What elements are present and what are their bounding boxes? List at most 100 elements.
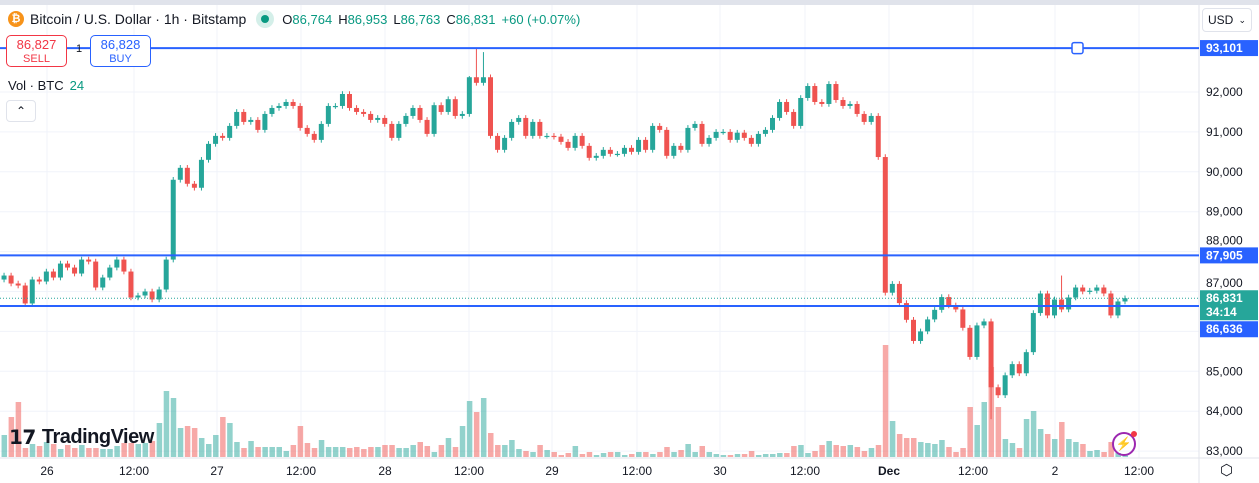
candle-body	[459, 113, 465, 116]
currency-value: USD	[1208, 13, 1234, 27]
candle	[1009, 361, 1015, 379]
candle	[325, 103, 331, 127]
tradingview-logo[interactable]: 𝟭𝟳 TradingView	[9, 425, 154, 450]
volume-bar	[1108, 442, 1114, 457]
candle-body	[375, 117, 381, 120]
candle-body	[833, 84, 839, 100]
candle-body	[967, 327, 973, 357]
volume-bar	[798, 445, 804, 457]
volume-bar	[523, 451, 529, 457]
candle	[241, 109, 247, 125]
collapse-legend-button[interactable]: ⌃	[6, 100, 36, 122]
time-tick-label: 28	[378, 464, 392, 478]
candle	[368, 111, 374, 123]
candle	[911, 317, 916, 344]
candle-body	[1037, 293, 1043, 314]
candle-body	[1044, 293, 1050, 316]
candle-body	[93, 261, 99, 288]
volume-bar	[424, 446, 431, 457]
candle	[621, 145, 627, 157]
symbol-title[interactable]: Bitcoin / U.S. Dollar · 1h · Bitstamp	[30, 11, 247, 27]
candle-body	[840, 99, 846, 106]
line-drag-handle[interactable]	[1071, 41, 1084, 55]
candle-body	[974, 325, 980, 357]
volume-bar	[347, 448, 353, 457]
candle-body	[1080, 287, 1086, 292]
candle	[650, 123, 656, 153]
candle	[502, 135, 508, 153]
candle	[1030, 310, 1036, 355]
candle	[748, 135, 754, 147]
volume-legend[interactable]: Vol · BTC 24	[8, 78, 84, 93]
volume-bar	[896, 434, 903, 457]
volume-bar	[227, 423, 233, 457]
candle-body	[241, 111, 247, 122]
candle-body	[981, 321, 987, 326]
volume-bar	[748, 451, 755, 457]
candle	[304, 125, 310, 137]
candle-body	[643, 139, 649, 150]
candle	[741, 129, 747, 141]
candle	[565, 139, 571, 151]
sell-button[interactable]: 86,827 SELL	[6, 35, 67, 67]
candle-body	[8, 275, 14, 284]
candle-body	[438, 105, 444, 112]
market-open-dot-icon[interactable]	[256, 10, 275, 28]
candle	[135, 292, 141, 301]
candle-body	[614, 153, 620, 156]
chart-settings-icon[interactable]: ⬡	[1220, 462, 1234, 479]
low-value: 86,763	[400, 11, 441, 27]
price-tick-label: 90,000	[1206, 165, 1243, 179]
assistant-lightning-icon[interactable]: ⚡	[1112, 431, 1137, 456]
candle-body	[1066, 297, 1072, 310]
volume-bar	[191, 428, 198, 457]
volume-bar	[438, 445, 445, 457]
candle	[1073, 284, 1079, 301]
candle	[988, 318, 994, 420]
candle	[798, 95, 804, 129]
candle-body	[509, 121, 515, 138]
volume-bar	[121, 443, 127, 457]
candle	[452, 96, 458, 119]
volume-bar	[727, 455, 734, 457]
volume-bar	[262, 447, 268, 457]
volume-bar	[939, 440, 945, 457]
line-price-tag: 86,636	[1200, 321, 1258, 338]
candle-body	[311, 133, 317, 140]
top-border	[0, 0, 1259, 5]
currency-select[interactable]: USD ⌄	[1202, 8, 1252, 32]
open-label: O	[282, 11, 293, 27]
volume-bar	[805, 453, 811, 457]
chevron-down-icon: ⌄	[1238, 14, 1246, 25]
candle-body	[861, 113, 867, 122]
volume-bar	[671, 452, 677, 457]
volume-bar	[593, 455, 600, 457]
candle-body	[671, 145, 677, 156]
candle	[784, 99, 790, 115]
candle	[1016, 361, 1022, 377]
candle	[177, 165, 183, 183]
order-quantity[interactable]: 1	[76, 43, 83, 55]
candle-body	[1, 275, 7, 280]
volume-bar	[960, 448, 966, 457]
open-value: 86,764	[292, 11, 333, 27]
volume-bar	[692, 452, 698, 457]
volume-bar	[495, 445, 501, 457]
candle	[234, 109, 240, 129]
candle-body	[354, 107, 360, 112]
volume-bar	[480, 398, 487, 457]
candle-body	[43, 271, 49, 282]
buy-button[interactable]: 86,828 BUY	[90, 35, 151, 67]
candle	[1066, 294, 1072, 313]
candle-body	[791, 111, 797, 126]
candle	[727, 129, 733, 143]
candle-body	[220, 135, 226, 138]
volume-bar	[1052, 439, 1058, 457]
candle-body	[86, 259, 92, 262]
candle	[149, 288, 155, 303]
candle	[544, 133, 550, 139]
volume-bar	[100, 449, 106, 457]
candle-body	[318, 123, 324, 140]
candle	[43, 268, 49, 285]
